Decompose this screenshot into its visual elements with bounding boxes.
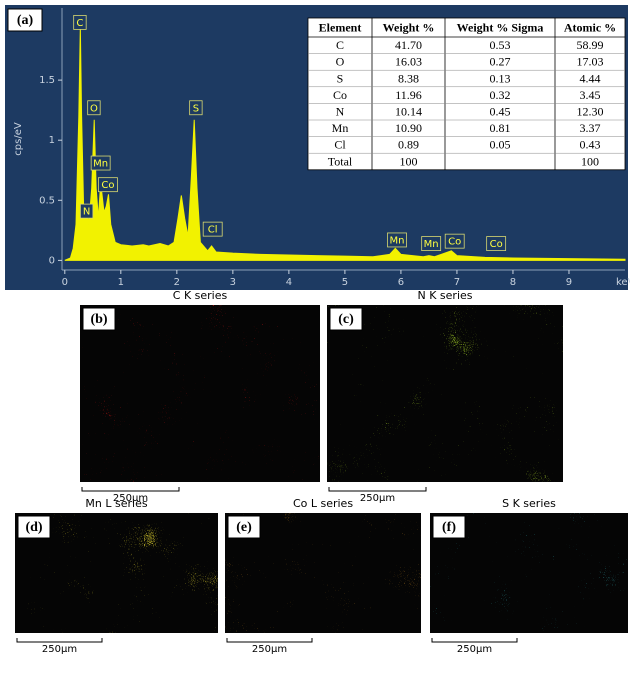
table-cell: O [336,55,345,69]
table-header: Weight % [383,20,435,34]
x-tick-label: 9 [566,277,572,288]
peak-label: Mn [390,235,405,246]
table-cell: Total [328,154,353,168]
table-header: Atomic % [564,20,616,34]
table-cell: 0.05 [490,138,511,152]
map-title: C K series [173,289,228,302]
peak-label: Co [101,180,114,191]
peak-label: Co [448,237,461,248]
table-cell: 4.44 [580,71,601,85]
x-tick-label: 5 [342,277,348,288]
table-cell: C [336,38,344,52]
table-cell: 0.13 [490,71,511,85]
element-maps: C K series (b) 250µm N K series (c) 250µm Mn L… [15,289,628,655]
table-cell: S [337,71,344,85]
table-cell: 12.30 [577,104,604,118]
table-cell: 100 [581,154,599,168]
table-cell: Mn [332,121,349,135]
x-axis-label: keV [616,277,630,288]
figure: (a) 00.511.50123456789keVcps/eVCOMnCoNSC… [0,0,630,673]
table-cell: 3.45 [580,88,601,102]
table-cell: Co [333,88,347,102]
table-cell: 0.27 [490,55,511,69]
table-cell: 17.03 [577,55,604,69]
map-label: (b) [90,312,107,327]
table-cell: 16.03 [395,55,422,69]
peak-label: N [83,207,90,218]
map-label: (e) [236,520,252,535]
x-tick-label: 0 [62,277,68,288]
table-cell: 10.14 [395,104,422,118]
table-cell: 0.89 [398,138,419,152]
table-cell: 0.45 [490,104,511,118]
x-tick-label: 4 [286,277,292,288]
scale-bar-label: 250µm [42,644,77,655]
x-tick-label: 6 [398,277,404,288]
map-title: N K series [417,289,472,302]
table-header: Weight % Sigma [457,20,544,34]
scale-bar [227,638,312,642]
peak-label: S [193,103,199,114]
table-cell: 0.32 [490,88,511,102]
composition-table: Element Weight % Weight % Sigma Atomic % C 41… [308,18,625,170]
y-tick-label: 0 [49,255,55,266]
table-cell: 100 [400,154,418,168]
x-tick-label: 1 [118,277,124,288]
peak-label: Mn [93,159,108,170]
peak-label: Mn [424,239,439,250]
map-image [80,305,320,482]
map-label: (c) [338,312,354,327]
table-header: Element [319,20,362,34]
x-tick-label: 2 [174,277,180,288]
table-cell: 3.37 [580,121,601,135]
table-cell: 0.53 [490,38,511,52]
scale-bar [17,638,102,642]
scale-bar [432,638,517,642]
scale-bar [329,487,426,491]
table-cell: 10.90 [395,121,422,135]
peak-label: Cl [208,225,218,236]
map-label: (d) [25,520,42,535]
map-title: Mn L series [85,497,147,510]
x-tick-label: 8 [510,277,516,288]
y-tick-label: 1 [49,135,55,146]
peak-label: C [76,18,83,29]
table-cell: 8.38 [398,71,419,85]
scale-bar [82,487,179,491]
table-cell: N [336,104,345,118]
peak-label: Co [490,239,503,250]
table-cell: Cl [334,138,346,152]
y-tick-label: 1.5 [39,75,55,86]
map-image [327,305,563,482]
table-cell: 58.99 [577,38,604,52]
peak-label: O [90,103,98,114]
table-cell: 0.43 [580,138,601,152]
scale-bar-label: 250µm [252,644,287,655]
scale-bar-label: 250µm [457,644,492,655]
y-axis-label: cps/eV [13,122,24,156]
x-tick-label: 3 [230,277,236,288]
scale-bar-label: 250µm [360,493,395,504]
table-cell: 41.70 [395,38,422,52]
map-label: (f) [442,520,456,535]
table-cell: 11.96 [395,88,422,102]
y-tick-label: 0.5 [39,195,55,206]
table-cell: 0.81 [490,121,511,135]
x-tick-label: 7 [454,277,460,288]
map-title: S K series [502,497,556,510]
map-title: Co L series [293,497,353,510]
panel-label: (a) [17,13,34,28]
